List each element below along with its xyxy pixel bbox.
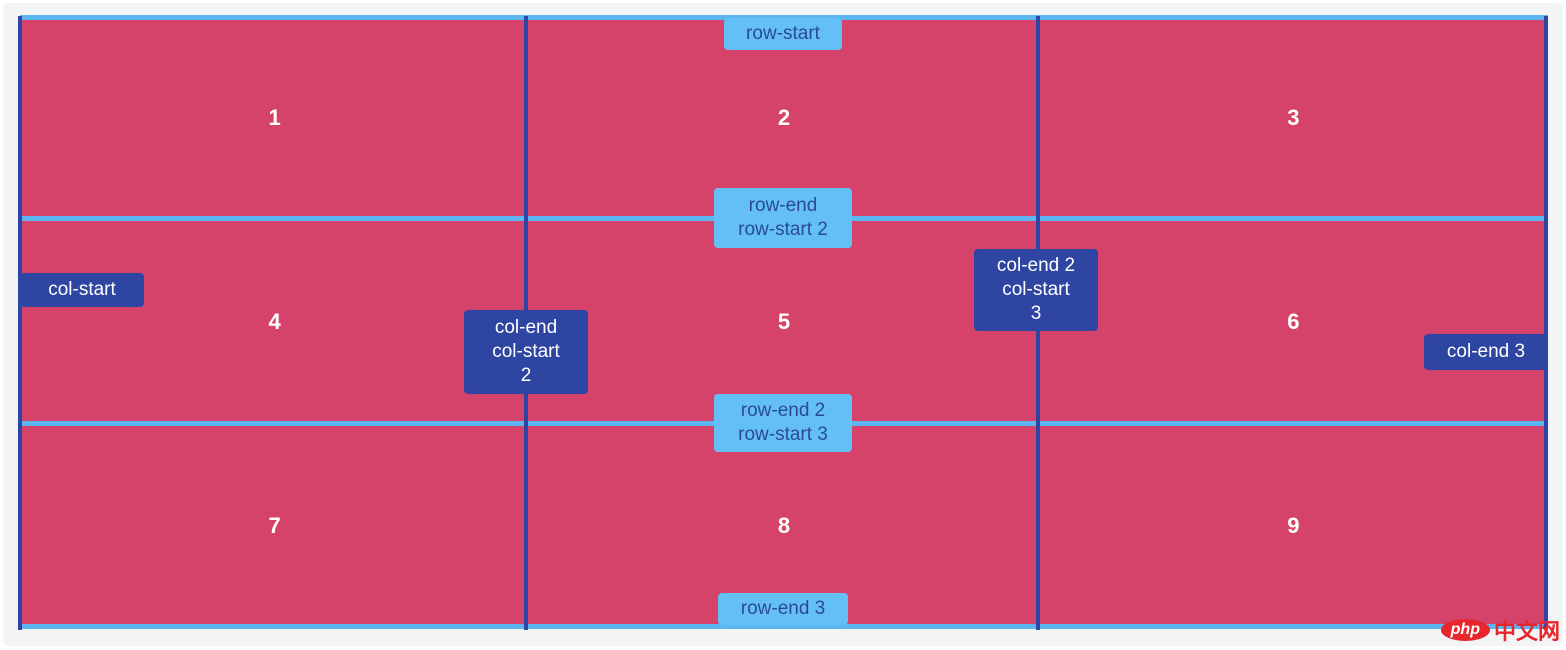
php-cn-watermark: php 中文网 (1440, 614, 1560, 646)
col-line-label-1: col-start (20, 273, 144, 307)
row-line-label-3: row-end 2 row-start 3 (714, 394, 852, 452)
grid-cell-2: 2 (529, 16, 1039, 220)
php-logo-badge: php (1440, 619, 1490, 641)
col-line-label-3-line-2: col-start (1002, 279, 1070, 300)
grid-cell-7: 7 (20, 424, 530, 628)
col-line-label-1-text: col-start (48, 279, 116, 300)
row-line-label-2: row-end row-start 2 (714, 188, 852, 248)
grid-cell-3: 3 (1038, 16, 1548, 220)
col-line-label-3-line-3: 3 (1030, 303, 1042, 324)
col-line-label-4: col-end 3 (1424, 334, 1548, 370)
row-line-label-4: row-end 3 (718, 593, 848, 625)
col-line-4 (1544, 16, 1548, 630)
grid-container: 1 2 3 4 5 6 7 8 9 (20, 16, 1548, 628)
grid-cell-4: 4 (20, 220, 530, 424)
row-line-label-1-text: row-start (746, 23, 820, 44)
col-line-label-4-text: col-end 3 (1446, 341, 1526, 362)
col-line-label-3: col-end 2 col-start 3 (974, 249, 1098, 331)
grid-cell-6: 6 (1038, 220, 1548, 424)
col-line-1 (18, 16, 22, 630)
row-line-label-1: row-start (724, 18, 842, 50)
col-line-label-2-line-3: 2 (520, 365, 532, 386)
row-line-label-3-line-1: row-end 2 (740, 400, 826, 421)
row-line-1 (20, 15, 1548, 20)
col-line-label-3-line-1: col-end 2 (996, 255, 1076, 276)
row-line-label-3-line-2: row-start 3 (738, 424, 828, 445)
col-line-label-2-line-2: col-start (492, 341, 560, 362)
row-line-4 (20, 624, 1548, 629)
grid-cell-9: 9 (1038, 424, 1548, 628)
row-line-label-2-line-2: row-start 2 (738, 219, 828, 240)
row-line-label-2-line-1: row-end (748, 195, 818, 216)
col-line-label-2: col-end col-start 2 (464, 310, 588, 394)
grid-cell-1: 1 (20, 16, 530, 220)
col-line-label-2-line-1: col-end (494, 317, 558, 338)
grid-cell-5: 5 (529, 220, 1039, 424)
php-logo-text: 中文网 (1493, 619, 1560, 644)
row-line-label-4-text: row-end 3 (740, 598, 826, 619)
